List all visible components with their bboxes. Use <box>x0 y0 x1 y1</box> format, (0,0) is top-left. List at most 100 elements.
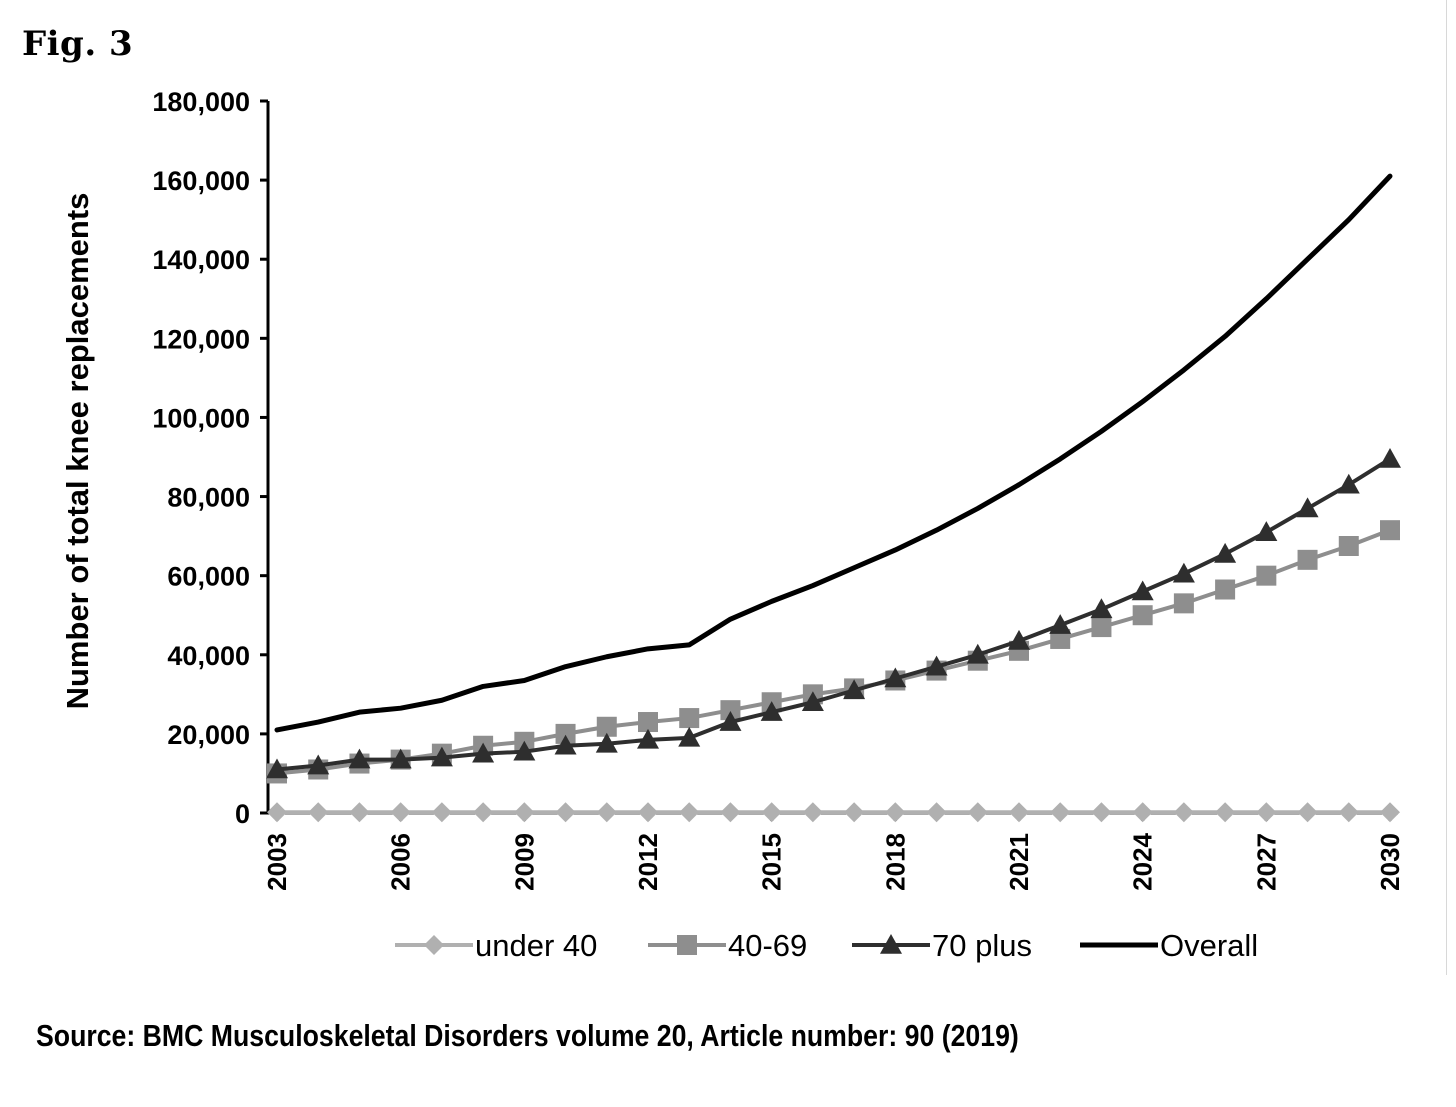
data-point-under-40 <box>926 802 947 823</box>
data-point-40-69 <box>1132 605 1153 626</box>
series-overall <box>274 173 1393 733</box>
data-point-under-40 <box>679 802 700 823</box>
data-point-40-69 <box>720 700 741 721</box>
y-tick-label: 160,000 <box>152 166 250 196</box>
data-point-70-plus <box>760 701 783 721</box>
legend-swatch-marker <box>424 935 444 955</box>
data-point-under-40 <box>802 802 823 823</box>
series-under-40 <box>267 802 1400 823</box>
data-point-under-40 <box>1050 802 1071 823</box>
data-point-40-69 <box>638 712 658 733</box>
data-point-under-40 <box>555 802 576 823</box>
data-point-70-plus <box>678 726 701 747</box>
data-point-70-plus <box>1337 473 1360 494</box>
legend-label: 40-69 <box>728 928 807 963</box>
data-point-40-69 <box>596 716 617 737</box>
data-point-under-40 <box>1297 802 1318 823</box>
data-point-under-40 <box>885 802 906 823</box>
y-tick-label: 180,000 <box>152 87 250 117</box>
source-citation: Source: BMC Musculoskeletal Disorders vo… <box>36 1018 1019 1053</box>
data-point-under-40 <box>967 802 988 823</box>
legend-label: under 40 <box>475 928 597 963</box>
data-point-70-plus <box>719 711 742 731</box>
data-point-under-40 <box>267 802 287 823</box>
series-line-40-69 <box>275 528 1392 776</box>
data-point-under-40 <box>1009 802 1029 823</box>
data-point-under-40 <box>1215 802 1236 823</box>
figure-label: Fig. 3 <box>22 24 134 64</box>
data-point-under-40 <box>514 802 535 823</box>
plot-area <box>266 173 1401 823</box>
data-point-under-40 <box>761 802 782 823</box>
y-axis-label: Number of total knee replacements <box>60 193 95 710</box>
y-tick-label: 60,000 <box>167 562 250 592</box>
data-point-under-40 <box>596 802 617 823</box>
data-point-70-plus <box>801 691 824 712</box>
y-tick-labels: 0 20,000 40,000 60,000 80,000 100,000 120,000 1… <box>152 87 250 829</box>
series-line-overall <box>274 173 1393 733</box>
y-tick-label: 140,000 <box>152 245 250 275</box>
y-tick-label: 100,000 <box>152 403 250 433</box>
data-point-under-40 <box>431 802 452 823</box>
data-point-40-69 <box>1380 520 1400 541</box>
x-tick-label: 2009 <box>509 833 539 891</box>
y-tick-label: 0 <box>235 799 250 829</box>
data-point-70-plus <box>266 758 288 779</box>
data-point-under-40 <box>1338 802 1359 823</box>
data-point-70-plus <box>1255 521 1278 541</box>
series-line-70-plus <box>275 456 1392 772</box>
data-point-70-plus <box>389 748 412 769</box>
data-point-under-40 <box>1132 802 1153 823</box>
data-point-40-69 <box>1173 593 1194 614</box>
data-point-70-plus <box>595 732 618 753</box>
data-point-70-plus <box>513 740 536 761</box>
data-point-40-69 <box>1338 536 1359 556</box>
data-point-70-plus <box>843 679 866 700</box>
data-point-70-plus <box>1131 580 1154 601</box>
data-point-40-69 <box>555 723 576 744</box>
data-point-under-40 <box>638 802 658 823</box>
data-point-70-plus <box>554 734 577 755</box>
line-chart: 0 20,000 40,000 60,000 80,000 100,000 120,000 1… <box>60 87 1405 963</box>
data-point-under-40 <box>1173 802 1194 823</box>
legend-label: 70 plus <box>932 928 1032 963</box>
data-point-under-40 <box>349 802 370 823</box>
legend: under 40 40-69 70 plus Overall <box>395 928 1258 963</box>
x-tick-label: 2021 <box>1004 833 1034 891</box>
data-point-under-40 <box>720 802 741 823</box>
legend-item-overall: Overall <box>1080 928 1258 963</box>
x-tick-label: 2018 <box>880 833 910 891</box>
data-point-under-40 <box>1256 802 1277 823</box>
legend-item-under-40: under 40 <box>395 928 597 963</box>
data-point-40-69 <box>1091 617 1112 638</box>
data-point-70-plus <box>1008 629 1030 650</box>
x-tick-label: 2006 <box>386 833 416 891</box>
data-point-70-plus <box>637 728 659 749</box>
data-point-40-69 <box>1050 628 1071 649</box>
data-point-70-plus <box>1090 598 1113 619</box>
data-point-under-40 <box>308 802 329 823</box>
y-tick-label: 20,000 <box>167 720 250 750</box>
data-point-70-plus <box>925 655 948 676</box>
data-point-70-plus <box>1296 497 1319 518</box>
data-point-70-plus <box>1049 614 1072 634</box>
legend-item-70-plus: 70 plus <box>852 928 1032 963</box>
x-tick-label: 2024 <box>1128 832 1158 890</box>
data-point-70-plus <box>472 742 495 763</box>
data-point-under-40 <box>390 802 411 823</box>
x-tick-label: 2030 <box>1375 833 1405 891</box>
data-point-70-plus <box>884 667 907 688</box>
data-point-40-69 <box>1297 549 1318 570</box>
data-point-under-40 <box>1091 802 1112 823</box>
x-tick-label: 2015 <box>757 833 787 891</box>
data-point-70-plus <box>1379 447 1401 468</box>
data-point-70-plus <box>307 754 330 775</box>
legend-label: Overall <box>1160 928 1258 963</box>
data-point-70-plus <box>1214 542 1237 563</box>
chart-axes <box>260 99 1398 821</box>
data-point-under-40 <box>473 802 494 823</box>
frame-border <box>1446 0 1447 975</box>
legend-swatch-marker <box>677 935 697 955</box>
x-tick-label: 2012 <box>633 833 663 891</box>
y-tick-label: 80,000 <box>167 483 250 513</box>
